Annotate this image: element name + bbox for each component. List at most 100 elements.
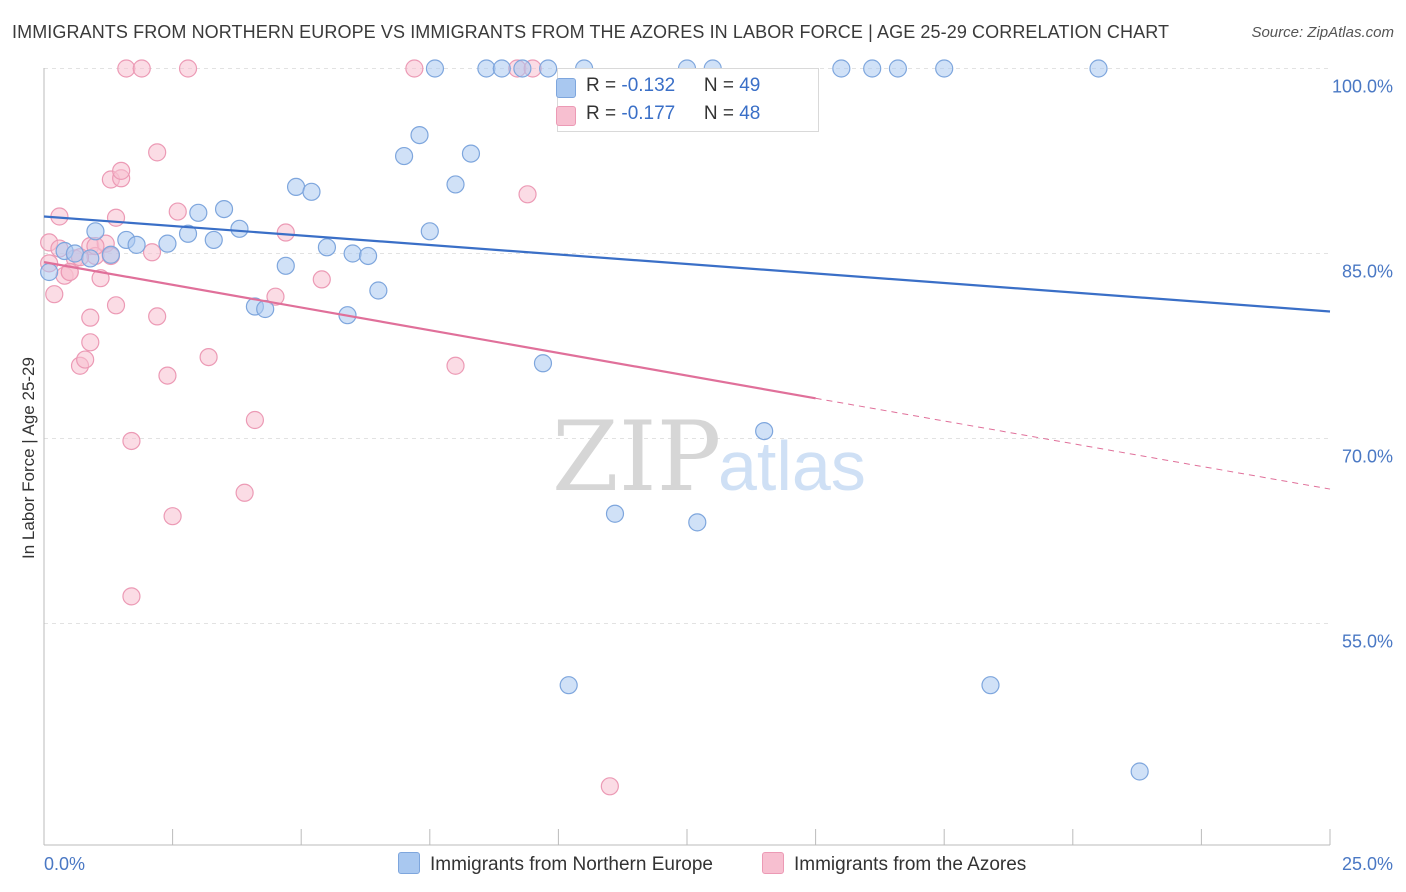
- legend-r-label: R =: [586, 75, 622, 96]
- axes: [43, 68, 1331, 846]
- series-legend-swatch-pink: [762, 852, 784, 874]
- legend-n-value: 49: [739, 75, 761, 96]
- point-azores: [106, 208, 126, 227]
- point-northern-europe: [358, 246, 378, 266]
- point-northern-europe: [425, 59, 445, 78]
- point-northern-europe: [513, 59, 532, 78]
- legend-r-value: -0.177: [621, 103, 676, 124]
- point-northern-europe: [832, 59, 851, 78]
- watermark: ZIP atlas: [552, 401, 866, 513]
- series-legend-swatch-blue: [398, 852, 420, 874]
- series-legend-label: Immigrants from Northern Europe: [430, 854, 713, 875]
- point-northern-europe: [369, 281, 388, 300]
- source-label: Source: ZipAtlas.com: [1251, 24, 1394, 41]
- point-northern-europe: [1089, 59, 1108, 78]
- point-northern-europe: [286, 177, 306, 196]
- y-axis-label-group: In Labor Force | Age 25-29: [19, 357, 38, 559]
- point-northern-europe: [214, 200, 234, 219]
- point-northern-europe: [477, 59, 496, 78]
- series-legend-item-northern-europe[interactable]: Immigrants from Northern Europe: [398, 852, 713, 876]
- point-northern-europe: [755, 422, 774, 441]
- legend-r-label: R =: [586, 103, 622, 124]
- point-northern-europe: [492, 59, 511, 78]
- legend-r-value: -0.132: [621, 75, 676, 96]
- point-northern-europe: [40, 262, 59, 282]
- point-azores: [45, 285, 64, 304]
- point-northern-europe: [888, 59, 908, 78]
- point-azores: [117, 59, 136, 78]
- point-northern-europe: [178, 224, 198, 243]
- point-northern-europe: [317, 238, 337, 257]
- legend-row-northern-europe: R = -0.132 N = 49: [556, 75, 761, 98]
- point-azores: [446, 356, 465, 375]
- point-northern-europe: [230, 219, 249, 238]
- point-azores: [81, 308, 100, 327]
- point-azores: [148, 307, 167, 326]
- point-azores: [122, 431, 141, 451]
- data-points: [40, 59, 1149, 796]
- point-northern-europe: [935, 59, 954, 78]
- point-northern-europe: [420, 222, 439, 241]
- legend-swatch-blue: [556, 78, 576, 98]
- point-azores: [112, 161, 131, 180]
- stats-legend: R = -0.132 N = 49 R = -0.177 N = 48: [556, 68, 819, 132]
- gridlines: [44, 68, 1330, 624]
- point-northern-europe: [101, 245, 120, 264]
- point-northern-europe: [559, 676, 578, 695]
- y-tick-label: 70.0%: [1342, 447, 1393, 467]
- point-azores: [600, 777, 619, 796]
- y-tick-label: 55.0%: [1342, 632, 1393, 652]
- point-northern-europe: [461, 144, 481, 163]
- point-northern-europe: [81, 249, 100, 268]
- y-tick-label: 85.0%: [1342, 262, 1393, 282]
- point-northern-europe: [127, 235, 146, 254]
- point-northern-europe: [158, 234, 177, 253]
- point-northern-europe: [863, 59, 882, 78]
- point-northern-europe: [189, 203, 208, 222]
- point-azores: [76, 350, 95, 369]
- point-azores: [235, 483, 254, 502]
- point-azores: [276, 223, 295, 242]
- legend-n-label: N =: [703, 103, 740, 124]
- series-legend-item-azores[interactable]: Immigrants from the Azores: [762, 852, 1026, 876]
- trend-line-northern-europe: [43, 215, 1331, 313]
- point-azores: [163, 507, 182, 526]
- point-azores: [142, 243, 162, 262]
- trend-line-azores: [43, 261, 816, 400]
- point-azores: [178, 59, 198, 78]
- point-northern-europe: [65, 244, 84, 263]
- point-northern-europe: [204, 230, 223, 250]
- point-azores: [158, 366, 177, 385]
- x-tick-label: 25.0%: [1342, 854, 1393, 874]
- point-northern-europe: [688, 513, 707, 532]
- point-northern-europe: [343, 244, 362, 263]
- legend-n-value: 48: [739, 103, 761, 124]
- point-northern-europe: [302, 182, 321, 201]
- point-azores: [148, 143, 167, 162]
- point-azores: [132, 59, 151, 78]
- point-northern-europe: [394, 146, 414, 166]
- point-northern-europe: [981, 676, 1000, 695]
- trend-lines: [43, 215, 1331, 490]
- y-tick-label: 100.0%: [1332, 77, 1393, 97]
- series-legend: Immigrants from Northern Europe Immigran…: [0, 852, 1406, 878]
- watermark-atlas: atlas: [718, 427, 866, 505]
- y-axis-label: In Labor Force | Age 25-29: [19, 357, 38, 559]
- x-tick-label: 0.0%: [44, 854, 85, 874]
- legend-row-azores: R = -0.177 N = 48: [556, 103, 761, 126]
- point-azores: [266, 287, 285, 306]
- point-azores: [199, 348, 218, 367]
- point-azores: [81, 333, 100, 352]
- point-azores: [168, 202, 187, 221]
- point-northern-europe: [410, 126, 429, 145]
- point-azores: [245, 410, 265, 430]
- legend-swatch-pink: [556, 106, 576, 126]
- legend-n-label: N =: [703, 75, 740, 96]
- watermark-zip: ZIP: [552, 401, 721, 513]
- point-azores: [312, 270, 331, 289]
- point-northern-europe: [1130, 762, 1149, 781]
- point-azores: [518, 185, 537, 204]
- point-azores: [106, 296, 126, 315]
- tick-labels: 100.0% 85.0% 70.0% 55.0% 0.0% 25.0%: [44, 77, 1393, 875]
